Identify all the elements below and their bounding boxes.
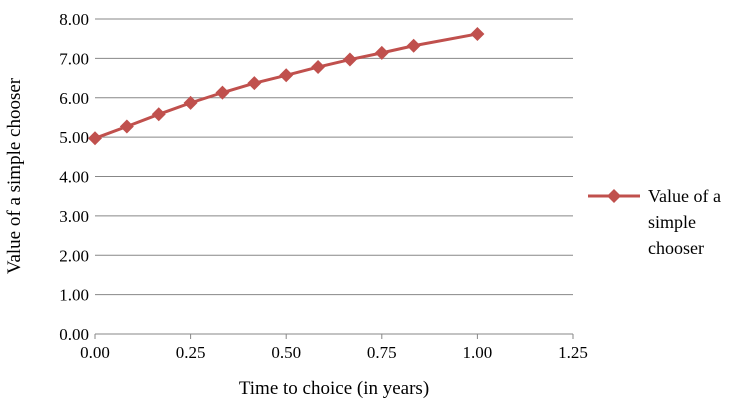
- series-line: [94, 32, 478, 140]
- axes: 0.00 1.00 2.00 3.00 4.00 5.00 6.00 7.00 8.00 0.00…: [59, 10, 588, 362]
- data-point-marker: [151, 107, 166, 122]
- x-tick-label: 0.00: [80, 343, 110, 362]
- data-point-marker: [374, 45, 389, 60]
- data-point-marker: [247, 76, 262, 91]
- x-axis-title: Time to choice (in years): [239, 378, 429, 399]
- legend: Value of a simple chooser: [588, 186, 721, 258]
- y-tick-label: 6.00: [59, 89, 89, 108]
- series-layer: [88, 26, 485, 146]
- legend-label-line-3: chooser: [648, 238, 704, 258]
- y-tick-label: 1.00: [59, 286, 89, 305]
- y-tick-label: 5.00: [59, 128, 89, 147]
- data-point-marker: [470, 26, 485, 41]
- y-tick-label: 7.00: [59, 49, 89, 68]
- legend-diamond-marker: [607, 189, 621, 203]
- y-axis-title: Value of a simple chooser: [4, 77, 25, 274]
- data-point-marker: [183, 95, 198, 110]
- data-point-marker: [279, 68, 294, 83]
- x-tick-label: 0.50: [271, 343, 301, 362]
- y-tick-label: 0.00: [59, 325, 89, 344]
- data-point-marker: [406, 38, 421, 53]
- x-tick-label: 1.25: [558, 343, 588, 362]
- data-point-marker: [215, 85, 230, 100]
- y-tick-label: 3.00: [59, 207, 89, 226]
- y-tick-label: 2.00: [59, 246, 89, 265]
- data-point-marker: [88, 131, 102, 146]
- data-point-marker: [342, 52, 357, 67]
- data-point-marker: [311, 60, 326, 75]
- y-tick-label: 4.00: [59, 168, 89, 187]
- x-tick-label: 0.75: [367, 343, 397, 362]
- legend-label-line-2: simple: [648, 212, 696, 232]
- x-tick-label: 0.25: [176, 343, 206, 362]
- y-tick-label: 8.00: [59, 10, 89, 29]
- data-point-marker: [119, 119, 134, 134]
- x-tick-label: 1.00: [463, 343, 493, 362]
- legend-label-line-1: Value of a: [648, 186, 721, 206]
- grid: [95, 18, 573, 296]
